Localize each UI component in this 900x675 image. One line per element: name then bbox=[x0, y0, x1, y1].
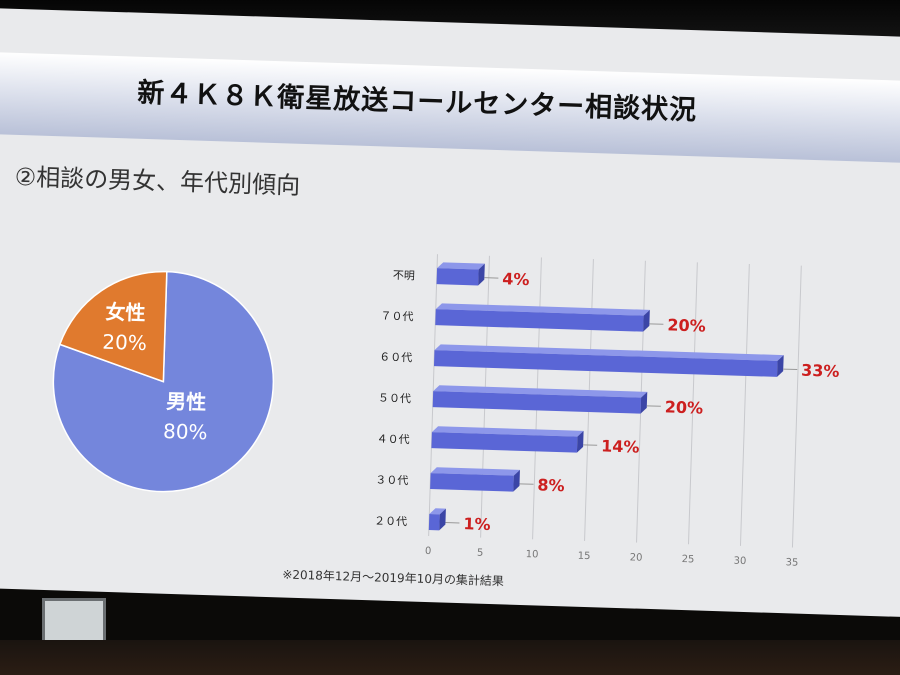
data-label: 14% bbox=[601, 436, 640, 456]
category-label: ２０代 bbox=[374, 514, 407, 528]
gridline bbox=[688, 262, 698, 545]
x-tick-label: 20 bbox=[630, 552, 643, 563]
bar-side-face bbox=[777, 355, 784, 377]
data-label: 20% bbox=[665, 397, 704, 417]
x-tick-label: 0 bbox=[425, 546, 432, 557]
bar bbox=[435, 309, 644, 332]
gridline bbox=[791, 265, 802, 548]
data-label: 33% bbox=[801, 361, 840, 381]
bar-top-face bbox=[429, 508, 446, 515]
bar-side-face bbox=[439, 508, 446, 531]
category-label: ７０代 bbox=[380, 309, 413, 323]
category-label: 不明 bbox=[393, 269, 415, 283]
bar bbox=[433, 350, 778, 377]
x-tick-label: 35 bbox=[785, 557, 798, 568]
monitor-glow bbox=[42, 598, 106, 646]
bar bbox=[432, 391, 642, 414]
bar bbox=[430, 473, 514, 492]
room-floor bbox=[0, 640, 900, 675]
category-label: ４０代 bbox=[376, 432, 409, 446]
data-label: 1% bbox=[463, 514, 491, 534]
x-tick-label: 25 bbox=[681, 554, 694, 565]
gender-pie-chart: 男性 80% 女性 20% bbox=[52, 270, 275, 493]
pie-value-label: 20% bbox=[102, 330, 147, 355]
bar bbox=[431, 432, 578, 453]
data-label: 20% bbox=[667, 315, 706, 335]
x-tick-label: 10 bbox=[526, 549, 539, 560]
pie-category-label: 女性 bbox=[105, 300, 146, 325]
bar-top-face bbox=[435, 303, 650, 316]
bar-side-face bbox=[478, 263, 485, 286]
bar bbox=[428, 514, 440, 531]
pie-category-label: 男性 bbox=[166, 389, 207, 414]
bar-top-face bbox=[437, 262, 485, 270]
data-label: 8% bbox=[537, 475, 565, 495]
bar bbox=[436, 268, 479, 286]
x-tick-label: 5 bbox=[477, 548, 484, 559]
category-label: ５０代 bbox=[378, 391, 411, 405]
category-label: ６０代 bbox=[379, 350, 412, 364]
x-tick-label: 30 bbox=[733, 556, 746, 567]
bar-side-face bbox=[576, 430, 584, 453]
bar-top-face bbox=[433, 385, 648, 398]
age-bar-chart: 0 5 10 15 20 25 30 35 不明 4% ７０代 20% ６０代 33% ５０代 20% ４０代 1… bbox=[374, 254, 840, 569]
x-tick-label: 15 bbox=[578, 551, 591, 562]
data-label: 4% bbox=[502, 269, 530, 289]
gridline bbox=[739, 263, 750, 546]
bar-side-face bbox=[513, 469, 520, 492]
bar-top-face bbox=[431, 426, 584, 437]
bar-side-face bbox=[643, 309, 650, 332]
bar-top-face bbox=[430, 467, 520, 476]
category-label: ３０代 bbox=[375, 473, 408, 487]
bar-top-face bbox=[434, 344, 784, 361]
presentation-slide: 新４Ｋ８Ｋ衛星放送コールセンター相談状況 ②相談の男女、年代別傾向 男性 80% 女… bbox=[0, 8, 900, 617]
charts-area: 男性 80% 女性 20% 0 5 10 15 20 25 30 35 不明 4% ７０代 20% ６０代 33… bbox=[52, 254, 840, 569]
bar-side-face bbox=[640, 391, 648, 414]
pie-value-label: 80% bbox=[163, 419, 208, 444]
pie-slice bbox=[58, 270, 168, 383]
